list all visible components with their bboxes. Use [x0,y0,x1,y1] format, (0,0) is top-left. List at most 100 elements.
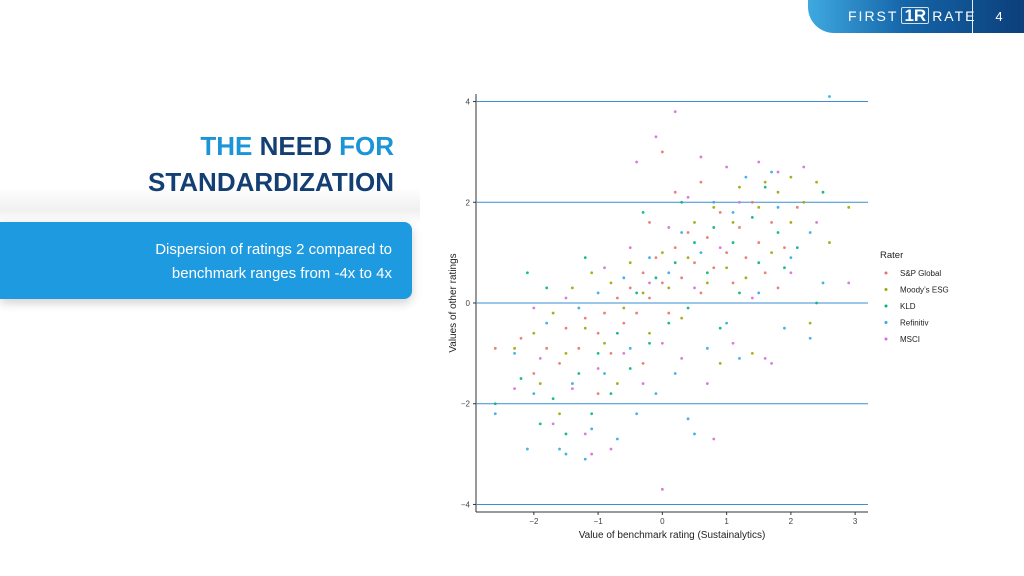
data-point [577,372,581,375]
data-point [641,210,645,214]
data-point [538,356,542,360]
x-tick-label: 2 [789,517,794,526]
data-point [660,150,664,154]
y-tick-label: −2 [461,400,471,409]
legend-label: Moody’s ESG [900,286,949,295]
data-point [673,190,677,194]
data-point [622,351,626,355]
data-point [808,231,812,234]
data-point [738,200,741,204]
data-point [596,291,600,295]
data-point [635,311,639,315]
data-point [583,432,587,436]
data-point [770,170,774,174]
data-point [731,281,735,285]
data-point [757,160,761,164]
data-point [493,412,497,416]
data-point [654,256,658,260]
slide-title: THE NEED FOR STANDARDIZATION [60,128,394,200]
data-point [789,271,793,275]
data-point [622,306,626,310]
data-point [641,362,645,365]
title-word-standardization: STANDARDIZATION [147,167,394,197]
data-point [757,205,761,209]
data-point [815,301,818,305]
data-point [821,190,825,194]
data-point [673,246,677,250]
data-point [667,271,671,275]
y-axis-label: Values of other ratings [448,253,459,352]
x-tick-label: −2 [529,517,539,526]
data-point [680,316,684,320]
data-point [673,372,677,375]
data-point [821,281,825,285]
data-point [526,271,529,275]
data-point [558,447,561,451]
data-point [847,281,851,285]
subtitle-text: Dispersion of ratings 2 compared to benc… [32,238,392,286]
data-point [699,155,703,159]
data-point [705,346,709,350]
subtitle-line-2: benchmark ranges from -4x to 4x [171,265,392,282]
data-point [590,271,594,275]
data-point [744,256,748,260]
data-point [628,367,632,370]
data-point [615,296,619,300]
data-point [828,241,831,244]
legend-title: Rater [880,250,903,261]
data-point [795,246,799,250]
data-point [532,331,536,335]
data-point [693,432,696,436]
data-point [635,291,639,295]
data-point [513,387,516,391]
data-point [757,261,761,265]
data-point [570,387,574,391]
legend-label: Refinitiv [900,319,928,328]
data-point [680,356,684,360]
data-point [718,246,722,250]
data-point [538,382,542,385]
data-point [776,286,780,290]
data-point [635,412,639,416]
data-point [558,412,561,416]
data-point [808,321,812,325]
data-point [590,452,594,456]
data-point [763,185,767,189]
data-point [538,422,542,426]
data-point [654,276,658,280]
data-point [622,321,626,325]
data-point [738,356,741,360]
data-point [686,306,690,310]
data-point [725,251,729,255]
data-point [693,221,696,224]
data-point [570,382,574,385]
data-point [622,276,626,280]
y-tick-label: 2 [466,198,471,207]
data-point [763,180,767,184]
data-point [789,175,793,179]
data-point [705,271,709,275]
data-point [667,321,671,325]
data-point [641,382,645,385]
subtitle-line-1: Dispersion of ratings 2 compared to [155,241,392,258]
data-point [847,205,851,209]
data-point [667,226,671,229]
data-point [660,487,664,491]
data-point [615,331,619,335]
data-point [738,185,741,189]
data-point [680,200,684,204]
x-tick-label: 3 [853,517,858,526]
data-point [564,351,568,355]
data-point [641,291,645,295]
data-point [693,261,696,265]
data-point [815,221,818,224]
data-point [725,266,729,270]
data-point [583,457,587,461]
data-point [596,331,600,335]
data-point [558,362,561,365]
data-point [609,281,613,285]
data-point [757,291,761,295]
data-point [731,241,735,244]
data-point [603,311,606,315]
data-point [776,170,780,174]
